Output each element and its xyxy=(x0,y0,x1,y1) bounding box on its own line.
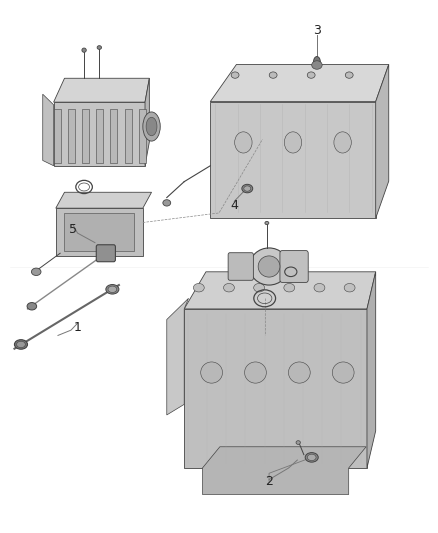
Polygon shape xyxy=(210,102,376,218)
FancyBboxPatch shape xyxy=(82,109,89,163)
Ellipse shape xyxy=(284,284,295,292)
Ellipse shape xyxy=(250,248,289,285)
Ellipse shape xyxy=(244,362,266,383)
Ellipse shape xyxy=(312,61,322,69)
Polygon shape xyxy=(53,102,145,166)
Ellipse shape xyxy=(82,48,86,52)
FancyBboxPatch shape xyxy=(96,245,116,262)
Polygon shape xyxy=(367,272,376,468)
Ellipse shape xyxy=(296,441,300,445)
Ellipse shape xyxy=(201,362,223,383)
FancyBboxPatch shape xyxy=(96,109,103,163)
Ellipse shape xyxy=(258,256,280,277)
Polygon shape xyxy=(167,298,188,415)
Polygon shape xyxy=(43,94,53,166)
Ellipse shape xyxy=(223,284,234,292)
Ellipse shape xyxy=(284,132,302,153)
FancyBboxPatch shape xyxy=(280,251,308,282)
Ellipse shape xyxy=(305,453,318,462)
Polygon shape xyxy=(210,64,389,102)
Ellipse shape xyxy=(97,46,102,50)
Ellipse shape xyxy=(334,132,351,153)
Polygon shape xyxy=(184,309,367,468)
Text: 3: 3 xyxy=(313,24,321,37)
Ellipse shape xyxy=(265,221,269,224)
Ellipse shape xyxy=(143,112,160,141)
Polygon shape xyxy=(376,64,389,218)
FancyBboxPatch shape xyxy=(228,253,253,280)
FancyBboxPatch shape xyxy=(125,109,131,163)
Polygon shape xyxy=(202,447,366,495)
Text: 5: 5 xyxy=(69,223,77,236)
Polygon shape xyxy=(56,192,152,208)
Ellipse shape xyxy=(332,362,354,383)
Polygon shape xyxy=(184,272,376,309)
Ellipse shape xyxy=(163,200,171,206)
Text: 1: 1 xyxy=(74,321,81,334)
Ellipse shape xyxy=(307,72,315,78)
Ellipse shape xyxy=(14,340,28,349)
Polygon shape xyxy=(53,78,149,102)
Ellipse shape xyxy=(314,284,325,292)
Polygon shape xyxy=(56,208,143,256)
Ellipse shape xyxy=(289,362,310,383)
Ellipse shape xyxy=(254,284,265,292)
Ellipse shape xyxy=(231,72,239,78)
Ellipse shape xyxy=(32,268,41,276)
FancyBboxPatch shape xyxy=(68,109,75,163)
Ellipse shape xyxy=(108,286,117,293)
Ellipse shape xyxy=(345,72,353,78)
Ellipse shape xyxy=(242,184,253,193)
Ellipse shape xyxy=(314,56,321,68)
Ellipse shape xyxy=(106,285,119,294)
Polygon shape xyxy=(64,214,134,251)
Ellipse shape xyxy=(146,117,157,136)
Ellipse shape xyxy=(307,454,316,461)
Ellipse shape xyxy=(269,72,277,78)
Polygon shape xyxy=(145,78,149,166)
Ellipse shape xyxy=(235,132,252,153)
FancyBboxPatch shape xyxy=(139,109,146,163)
Text: 4: 4 xyxy=(230,199,238,212)
Ellipse shape xyxy=(17,341,25,348)
Ellipse shape xyxy=(244,186,251,191)
Text: 2: 2 xyxy=(265,475,273,488)
FancyBboxPatch shape xyxy=(110,109,117,163)
FancyBboxPatch shape xyxy=(54,109,61,163)
Ellipse shape xyxy=(344,284,355,292)
Ellipse shape xyxy=(27,303,37,310)
Ellipse shape xyxy=(193,284,204,292)
